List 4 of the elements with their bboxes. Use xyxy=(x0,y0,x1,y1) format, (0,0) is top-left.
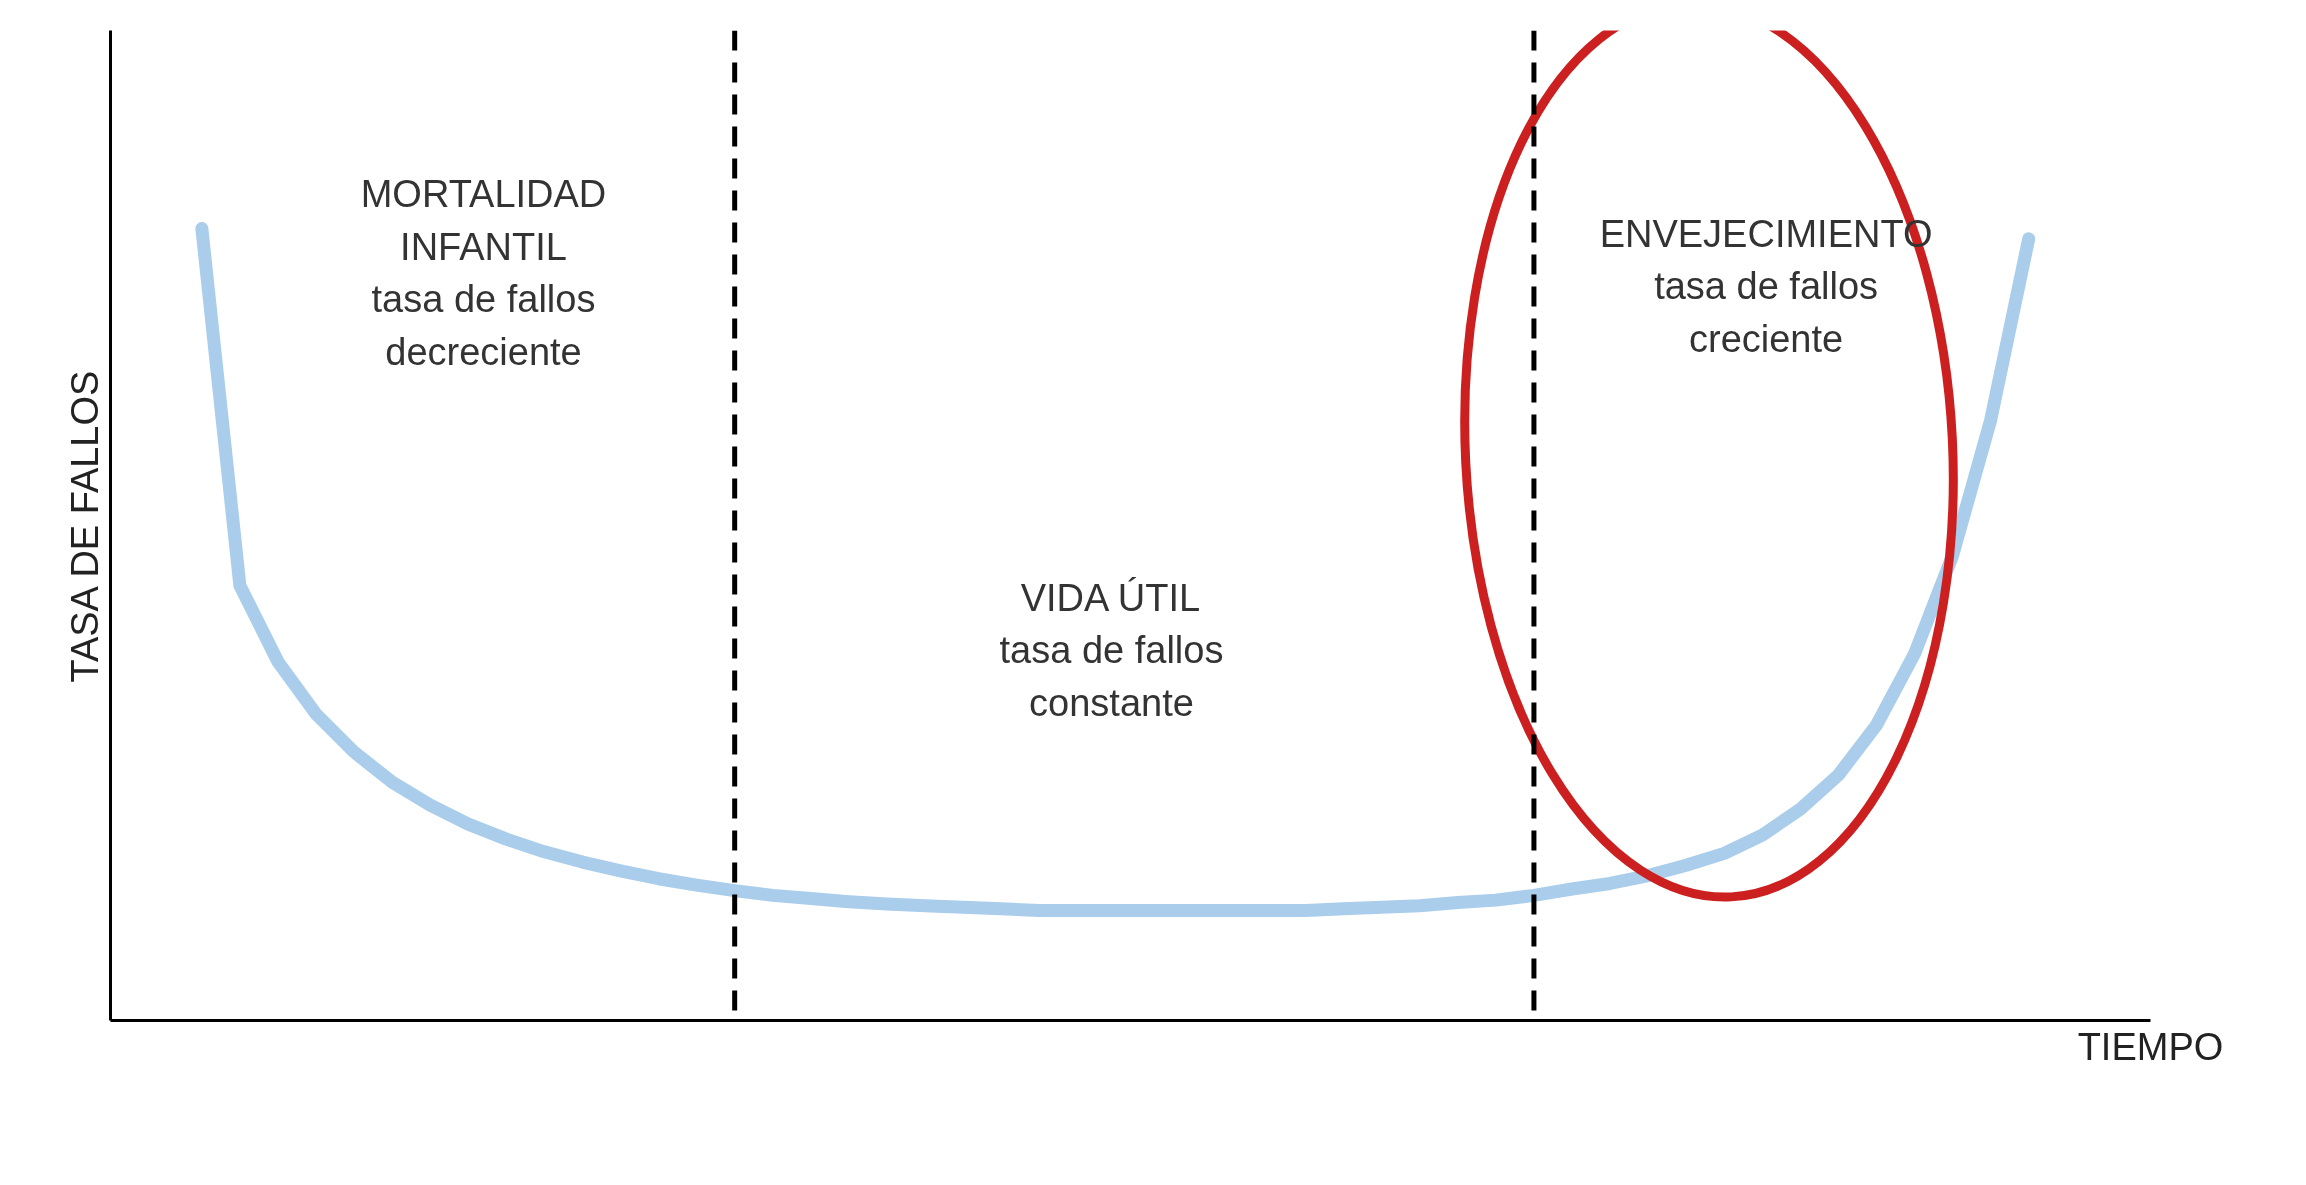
annotation: MORTALIDAD INFANTIL tasa de fallos decreciente xyxy=(360,173,607,373)
y-axis-title: TASA DE FALLOS xyxy=(63,370,106,683)
x-axis-title: TIEMPO xyxy=(2077,1025,2224,1068)
annotation: VIDA ÚTIL tasa de fallos constante xyxy=(999,576,1224,724)
